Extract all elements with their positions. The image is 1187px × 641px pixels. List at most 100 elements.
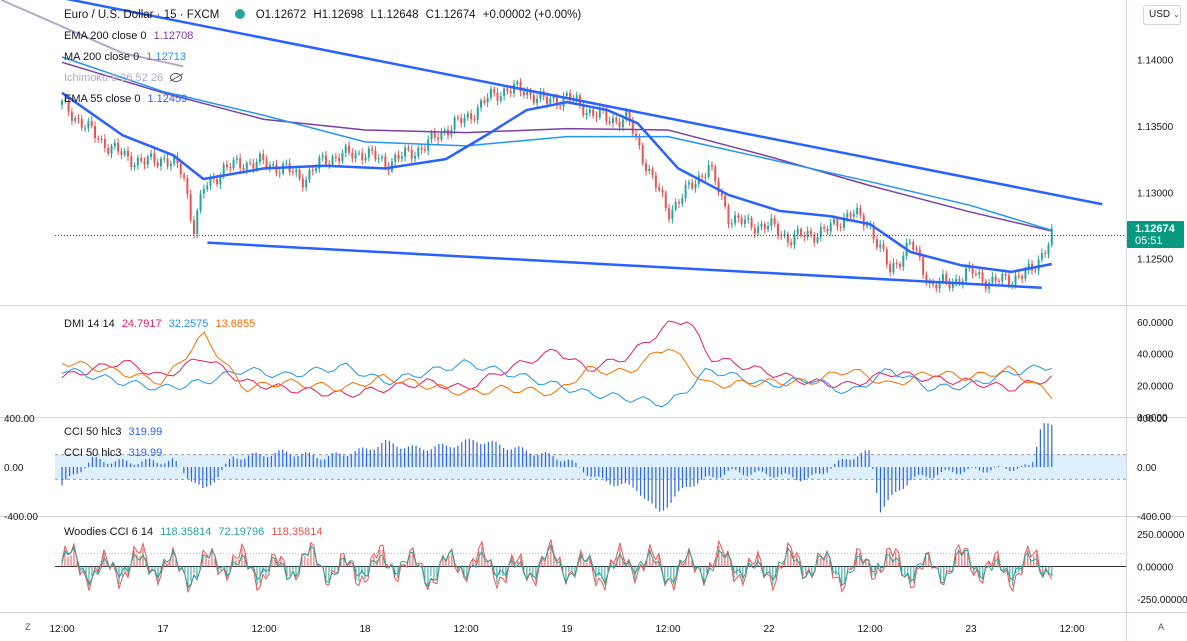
candle-body: [443, 129, 446, 132]
candle-body: [770, 218, 773, 226]
y-axis-tick-label: 40.0000: [1137, 350, 1174, 361]
x-axis-tick-label: 12:00: [453, 624, 478, 635]
candle-body: [575, 95, 578, 100]
candle-body: [84, 127, 87, 129]
candle-body: [694, 184, 697, 189]
candle-body: [285, 163, 288, 165]
x-axis-tick-label: 18: [359, 624, 371, 635]
candle-body: [423, 149, 426, 151]
candle-body: [466, 113, 469, 118]
candle-body: [110, 146, 113, 154]
candle-body: [730, 223, 733, 225]
ema55-legend[interactable]: EMA 55 close 0 1.12459: [64, 92, 191, 106]
candle-body: [819, 227, 822, 238]
ma200-line: [61, 56, 1053, 232]
candle-body: [364, 157, 367, 161]
candle-body: [113, 142, 116, 147]
candle-body: [621, 119, 624, 128]
high-value: H1.12698: [313, 9, 364, 21]
candle-body: [440, 131, 443, 140]
candle-body: [743, 219, 746, 224]
candle-body: [460, 118, 463, 124]
candle-body: [483, 100, 486, 103]
hidden-eye-icon[interactable]: [170, 73, 183, 82]
chevron-down-icon: ⌄: [1173, 10, 1180, 19]
candle-body: [978, 272, 981, 275]
ema200-legend[interactable]: EMA 200 close 0 1.12708: [64, 29, 197, 43]
cci2-legend[interactable]: CCI 50 hlc3 319.99: [64, 446, 166, 460]
y-axis-tick-label-left: 400.00: [4, 414, 35, 425]
candle-body: [1001, 273, 1004, 282]
candle-body: [783, 234, 786, 236]
candle-body: [235, 158, 238, 160]
candle-body: [209, 176, 212, 186]
candle-body: [216, 179, 219, 185]
candle-body: [856, 207, 859, 214]
woodies-legend[interactable]: Woodies CCI 6 14 118.35814 72.19796 118.…: [64, 525, 327, 539]
candle-body: [437, 137, 440, 140]
candle-body: [123, 150, 126, 155]
candle-body: [875, 239, 878, 248]
candle-body: [324, 155, 327, 165]
candle-body: [925, 274, 928, 284]
candle-body: [826, 228, 829, 232]
candle-body: [648, 168, 651, 172]
candle-body: [740, 217, 743, 224]
candle-body: [252, 163, 255, 169]
y-axis-tick-label: 1.12500: [1137, 255, 1174, 266]
ma200-legend[interactable]: MA 200 close 0 1.12713: [64, 50, 190, 64]
candle-body: [915, 249, 918, 251]
candle-body: [351, 152, 354, 159]
candle-body: [661, 190, 664, 193]
dmi-line-+DI: [61, 359, 1052, 408]
zoom-reset-icon[interactable]: Z: [25, 622, 31, 632]
y-axis-tick-label: 1.14000: [1137, 56, 1174, 67]
candle-body: [780, 235, 783, 237]
candle-body: [433, 131, 436, 138]
candle-body: [176, 157, 179, 164]
candle-body: [625, 111, 628, 120]
ichimoku-legend[interactable]: Ichimoku 9 26 52 26: [64, 71, 186, 85]
candle-body: [196, 210, 199, 234]
candle-body: [150, 153, 153, 157]
y-axis-tick-label-left: 0.00: [4, 463, 24, 474]
cci1-label: CCI 50 hlc3: [64, 426, 122, 438]
y-axis-tick-label: 0.00000: [1137, 562, 1174, 573]
candle-body: [519, 81, 522, 92]
candle-body: [103, 138, 106, 149]
ema55-value: 1.12459: [147, 93, 188, 105]
symbol-title[interactable]: Euro / U.S. Dollar · 15 · FXCM: [64, 9, 220, 21]
candle-body: [592, 109, 595, 116]
candle-body: [790, 242, 793, 246]
candle-body: [229, 167, 232, 169]
woodies-cci-line: [61, 539, 1053, 594]
candle-body: [681, 198, 684, 204]
candle-body: [503, 88, 506, 97]
ma200-label: MA 200 close 0: [64, 51, 140, 63]
candle-body: [671, 209, 674, 220]
candle-body: [430, 131, 433, 140]
candle-body: [611, 117, 614, 123]
candle-body: [892, 263, 895, 273]
candle-body: [506, 88, 509, 92]
candle-body: [291, 171, 294, 173]
currency-select[interactable]: USD ⌄: [1143, 5, 1181, 25]
candle-body: [239, 158, 242, 169]
auto-scale-icon[interactable]: A: [1158, 622, 1165, 632]
bar-countdown: 05:51: [1135, 235, 1163, 247]
candle-body: [354, 153, 357, 159]
candle-body: [163, 158, 166, 160]
dmi-line-ADX: [61, 320, 1053, 398]
candle-body: [641, 145, 644, 164]
candle-body: [308, 169, 311, 180]
candle-body: [394, 154, 397, 162]
candle-body: [153, 153, 156, 163]
cci1-legend[interactable]: CCI 50 hlc3 319.99: [64, 425, 166, 439]
x-axis-tick-label: 12:00: [49, 624, 74, 635]
candle-body: [1037, 259, 1040, 271]
dmi-legend[interactable]: DMI 14 14 24.7917 32.2575 13.6855: [64, 317, 259, 331]
candle-body: [628, 111, 631, 122]
candle-body: [760, 224, 763, 227]
candle-body: [720, 192, 723, 196]
